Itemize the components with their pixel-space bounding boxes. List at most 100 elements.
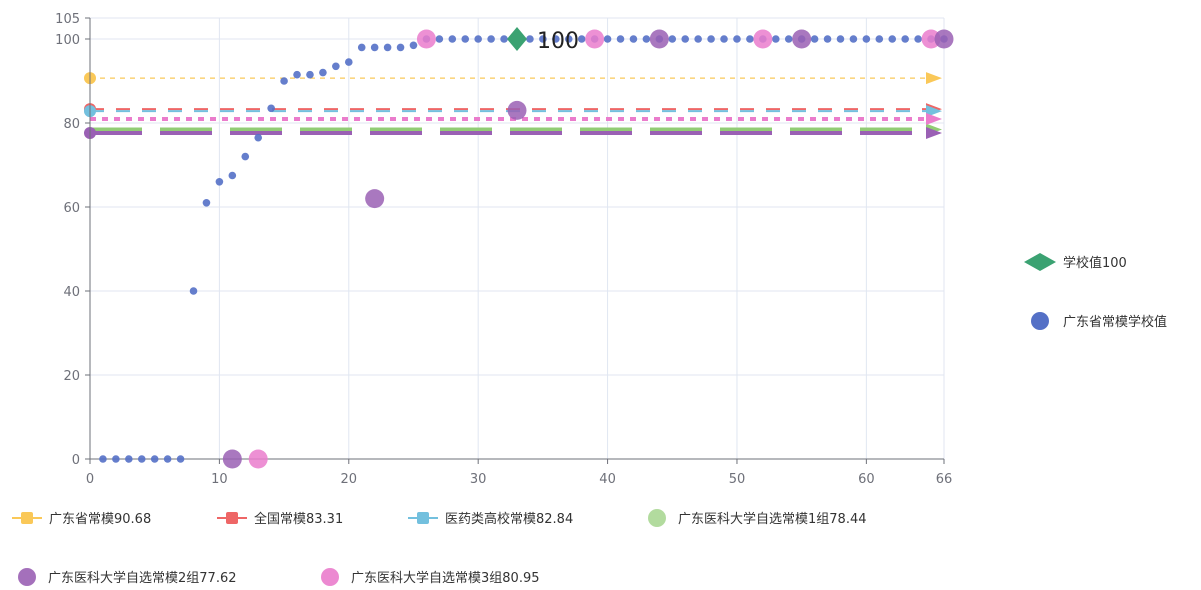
reference-line-arrow-1 bbox=[926, 72, 942, 85]
scatter-point bbox=[448, 35, 457, 43]
legend-circle-icon bbox=[321, 568, 339, 586]
legend-circle-icon bbox=[18, 568, 36, 586]
scatter-point bbox=[500, 35, 508, 43]
legend-diamond-icon bbox=[1024, 253, 1056, 271]
scatter-point bbox=[267, 104, 275, 113]
x-tick-label: 20 bbox=[341, 472, 358, 487]
scatter-point bbox=[603, 35, 612, 43]
scatter-point bbox=[383, 43, 392, 52]
scatter-point bbox=[228, 171, 237, 180]
x-tick-label: 60 bbox=[858, 472, 875, 487]
scatter-point bbox=[409, 41, 418, 50]
scatter-point bbox=[564, 35, 573, 43]
school-value-diamond bbox=[507, 27, 527, 51]
scatter-point bbox=[526, 35, 534, 43]
y-tick-label: 105 bbox=[55, 12, 80, 27]
legend-label: 广东医科大学自选常模1组78.44 bbox=[678, 511, 867, 527]
scatter-point bbox=[396, 43, 405, 52]
scatter-point bbox=[487, 35, 495, 43]
scatter-point bbox=[254, 133, 263, 142]
reference-line-arrow-3 bbox=[926, 105, 942, 118]
legend-label: 医药类高校常模82.84 bbox=[445, 511, 573, 527]
scatter-point bbox=[189, 287, 198, 295]
y-tick-label: 20 bbox=[63, 369, 80, 384]
scatter-point bbox=[552, 35, 560, 43]
y-tick-label: 60 bbox=[63, 201, 80, 216]
y-tick-label: 0 bbox=[72, 453, 80, 468]
scatter-point bbox=[435, 35, 444, 43]
scatter-point bbox=[771, 35, 780, 43]
scatter-point bbox=[836, 35, 845, 43]
legend-label: 广东医科大学自选常模3组80.95 bbox=[351, 570, 540, 586]
scatter-point bbox=[707, 35, 715, 43]
x-tick-label: 10 bbox=[211, 472, 228, 487]
legend-square-icon bbox=[417, 512, 429, 524]
x-tick-label: 66 bbox=[936, 472, 953, 487]
y-tick-label: 40 bbox=[63, 285, 80, 300]
scatter-point bbox=[642, 35, 651, 43]
legend-label: 广东省常模90.68 bbox=[49, 512, 151, 527]
scatter-point bbox=[125, 455, 133, 463]
highlight-point bbox=[753, 29, 773, 49]
scatter-point bbox=[810, 35, 819, 43]
scatter-point bbox=[215, 178, 224, 186]
scatter-point bbox=[888, 35, 897, 43]
x-tick-label: 50 bbox=[729, 472, 746, 487]
legend-square-icon bbox=[21, 512, 33, 524]
highlight-point bbox=[416, 29, 436, 49]
legend-label: 广东省常模学校值 bbox=[1063, 314, 1167, 330]
highlight-point bbox=[585, 29, 605, 49]
school-value-label: 100 bbox=[537, 29, 579, 54]
scatter-point bbox=[539, 35, 547, 43]
scatter-point bbox=[629, 35, 638, 43]
scatter-point bbox=[150, 455, 159, 463]
scatter-point bbox=[784, 35, 793, 43]
x-tick-label: 0 bbox=[86, 472, 94, 487]
highlight-point bbox=[507, 100, 527, 120]
scatter-point bbox=[357, 43, 366, 52]
scatter-point bbox=[332, 62, 340, 71]
legend-right: 学校值100 广东省常模学校值 bbox=[1024, 253, 1167, 330]
highlight-point bbox=[365, 189, 385, 209]
highlight-point bbox=[649, 29, 669, 49]
scatter-point bbox=[163, 455, 172, 463]
scatter-point bbox=[577, 35, 586, 43]
scatter-point bbox=[319, 68, 327, 77]
scatter-point bbox=[694, 35, 702, 43]
scatter-point bbox=[875, 35, 884, 43]
scatter-point bbox=[823, 35, 832, 43]
scatter-point bbox=[681, 35, 690, 43]
scatter-point bbox=[616, 35, 625, 43]
scatter-point bbox=[241, 152, 250, 161]
y-tick-label: 100 bbox=[55, 33, 80, 48]
highlight-point bbox=[792, 29, 812, 49]
legend-bottom: 广东省常模90.68 全国常模83.31 医药类高校常模82.84 广东医科大学自选常… bbox=[12, 509, 867, 586]
x-tick-label: 40 bbox=[599, 472, 616, 487]
scatter-point bbox=[720, 35, 728, 43]
scatter-point bbox=[137, 455, 146, 463]
highlight-point bbox=[222, 449, 242, 469]
scatter-point bbox=[733, 35, 741, 43]
y-tick-label: 80 bbox=[63, 117, 80, 132]
highlight-point bbox=[248, 449, 268, 469]
legend-circle-icon bbox=[648, 509, 666, 527]
scatter-point bbox=[112, 455, 120, 463]
data-points: 100 bbox=[99, 27, 954, 469]
scatter-point bbox=[99, 455, 107, 463]
scatter-point bbox=[901, 35, 909, 43]
legend-circle-icon bbox=[1031, 312, 1049, 330]
legend-label: 学校值100 bbox=[1063, 255, 1127, 271]
scatter-point bbox=[202, 199, 211, 207]
scatter-point bbox=[344, 58, 353, 66]
scatter-point bbox=[461, 35, 470, 43]
legend-label: 全国常模83.31 bbox=[254, 511, 343, 527]
scatter-point bbox=[370, 43, 379, 52]
scatter-point bbox=[306, 70, 314, 79]
grid bbox=[89, 17, 945, 460]
scatter-point bbox=[746, 35, 754, 43]
scatter-point bbox=[914, 35, 922, 43]
scatter-point bbox=[280, 77, 288, 85]
scatter-point bbox=[176, 455, 185, 463]
scatter-point bbox=[668, 35, 677, 43]
